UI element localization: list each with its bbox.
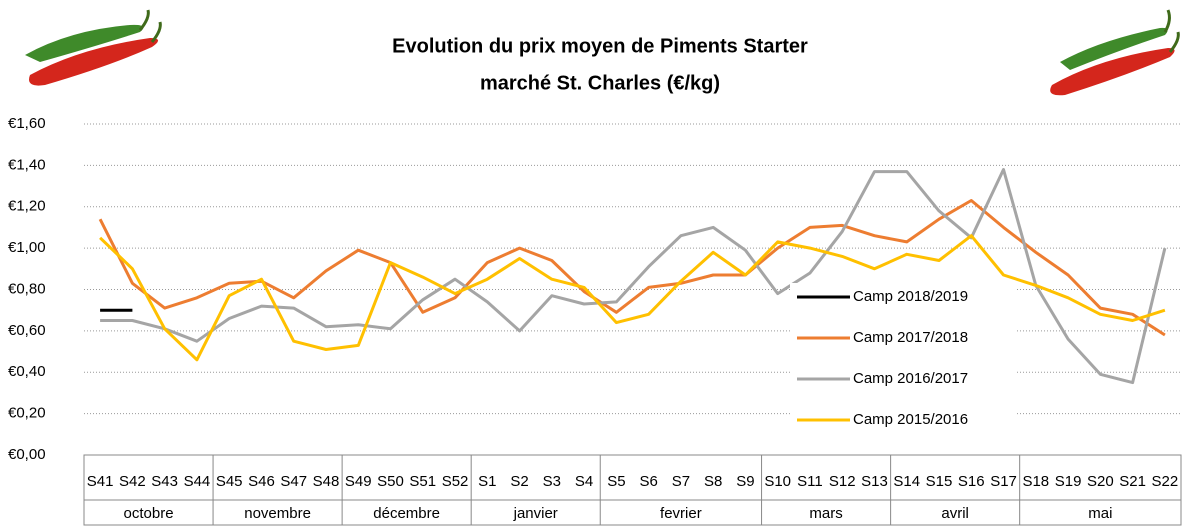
x-tick-label: S20 (1087, 473, 1114, 490)
x-tick-label: S14 (893, 473, 920, 490)
chart-title: Evolution du prix moyen de Piments Start… (392, 35, 808, 57)
x-tick-label: S41 (87, 473, 114, 490)
x-tick-label: S13 (861, 473, 888, 490)
x-tick-label: S42 (119, 473, 146, 490)
y-tick-label: €1,40 (8, 156, 46, 173)
x-tick-label: S45 (216, 473, 243, 490)
x-tick-label: S3 (543, 473, 561, 490)
x-tick-label: S17 (990, 473, 1017, 490)
x-tick-label: S52 (442, 473, 469, 490)
x-tick-label: S8 (704, 473, 722, 490)
x-tick-label: S10 (764, 473, 791, 490)
y-tick-label: €1,20 (8, 198, 46, 215)
x-tick-label: S4 (575, 473, 593, 490)
x-tick-label: S12 (829, 473, 856, 490)
group-label: décembre (373, 505, 440, 522)
chart: Evolution du prix moyen de Piments Start… (0, 0, 1192, 527)
x-tick-label: S50 (377, 473, 404, 490)
x-tick-label: S44 (184, 473, 211, 490)
x-tick-label: S5 (607, 473, 625, 490)
y-tick-label: €1,00 (8, 239, 46, 256)
legend-label: Camp 2016/2017 (853, 370, 968, 387)
x-tick-label: S43 (151, 473, 178, 490)
x-tick-label: S15 (926, 473, 953, 490)
group-label: novembre (244, 505, 311, 522)
y-tick-label: €0,80 (8, 280, 46, 297)
group-label: fevrier (660, 505, 702, 522)
x-tick-label: S16 (958, 473, 985, 490)
chart-subtitle: marché St. Charles (€/kg) (480, 72, 720, 94)
x-tick-label: S49 (345, 473, 372, 490)
x-tick-label: S6 (639, 473, 657, 490)
x-tick-label: S1 (478, 473, 496, 490)
x-tick-label: S19 (1055, 473, 1082, 490)
x-tick-label: S46 (248, 473, 275, 490)
group-label: mai (1088, 505, 1112, 522)
legend-label: Camp 2018/2019 (853, 288, 968, 305)
legend-label: Camp 2017/2018 (853, 329, 968, 346)
legend-label: Camp 2015/2016 (853, 411, 968, 428)
group-label: mars (809, 505, 842, 522)
group-label: janvier (513, 505, 558, 522)
x-tick-label: S9 (736, 473, 754, 490)
y-tick-label: €0,60 (8, 322, 46, 339)
x-tick-label: S22 (1152, 473, 1179, 490)
x-tick-label: S21 (1119, 473, 1146, 490)
y-tick-label: €0,00 (8, 446, 46, 463)
x-tick-label: S51 (409, 473, 436, 490)
y-tick-label: €0,40 (8, 363, 46, 380)
x-tick-label: S47 (280, 473, 307, 490)
x-tick-label: S18 (1022, 473, 1049, 490)
x-tick-label: S11 (797, 473, 823, 490)
group-label: octobre (124, 505, 174, 522)
y-tick-label: €0,20 (8, 405, 46, 422)
x-tick-label: S2 (510, 473, 528, 490)
x-tick-label: S7 (672, 473, 690, 490)
x-tick-label: S48 (313, 473, 340, 490)
group-label: avril (941, 505, 969, 522)
y-tick-label: €1,60 (8, 115, 46, 132)
